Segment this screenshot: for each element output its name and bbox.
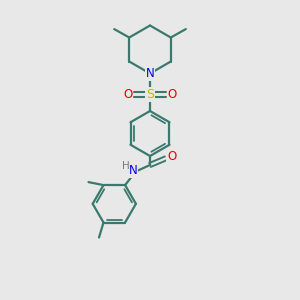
Text: O: O (167, 150, 176, 164)
Text: O: O (123, 88, 132, 101)
Text: N: N (146, 67, 154, 80)
Text: O: O (168, 88, 177, 101)
Text: S: S (146, 88, 154, 101)
Text: H: H (122, 161, 130, 171)
Text: N: N (129, 164, 138, 177)
